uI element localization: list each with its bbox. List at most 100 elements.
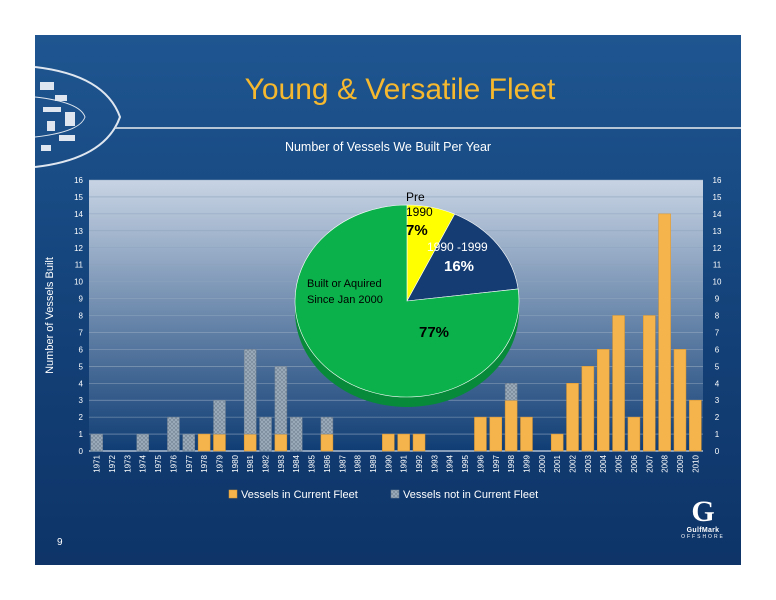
x-tick-label: 1992	[415, 454, 424, 472]
slide: Young & Versatile Fleet Number of Vessel…	[35, 35, 741, 565]
x-tick-label: 2009	[676, 454, 685, 472]
x-tick-label: 2010	[691, 454, 700, 472]
x-tick-label: 1978	[200, 454, 209, 472]
logo-mark: G	[691, 495, 715, 528]
bar-1976-series-1	[167, 416, 180, 452]
chart-title: Number of Vessels We Built Per Year	[284, 140, 492, 154]
y-tick-label-right: 8	[715, 312, 720, 321]
bar-2007-series-0	[643, 315, 656, 452]
x-tick-label: 1989	[369, 454, 378, 472]
y-tick-label-right: 11	[713, 261, 722, 270]
x-tick-label: 1983	[277, 454, 286, 472]
x-tick-label: 1985	[308, 454, 317, 472]
logo-text: GulfMark	[686, 527, 720, 534]
y-tick-label-right: 13	[713, 227, 722, 236]
x-tick-label: 1997	[492, 454, 501, 472]
x-tick-label: 2004	[599, 454, 608, 472]
x-tick-label: 1995	[461, 454, 470, 472]
legend-swatch-1	[390, 489, 400, 499]
x-tick-label: 2008	[661, 454, 670, 472]
x-tick-label: 1974	[139, 454, 148, 472]
bar-1984-series-1	[289, 416, 303, 452]
y-tick-label-right: 15	[713, 193, 722, 202]
x-tick-label: 1998	[507, 454, 516, 472]
bar-2010-series-0	[689, 399, 702, 452]
x-tick-label: 1976	[169, 454, 178, 472]
y-tick-label-right: 0	[715, 447, 720, 456]
y-tick-label-left: 14	[74, 210, 83, 219]
bar-1999-series-0	[520, 416, 533, 452]
y-tick-label-left: 8	[79, 312, 84, 321]
bar-1977-series-1	[182, 433, 196, 452]
logo-subtext: OFFSHORE	[681, 534, 725, 540]
y-tick-label-right: 10	[713, 278, 722, 287]
x-tick-label: 1999	[522, 454, 531, 472]
x-tick-label: 1972	[108, 454, 117, 472]
y-tick-label-left: 12	[74, 244, 83, 253]
y-tick-label-right: 5	[715, 362, 720, 371]
bar-1986-series-0	[320, 433, 334, 452]
bar-1971-series-1	[90, 433, 103, 452]
y-tick-label-left: 15	[74, 193, 83, 202]
slide-number: 9	[57, 537, 63, 548]
bar-1983-series-1	[274, 366, 288, 435]
x-tick-label: 2005	[615, 454, 624, 472]
y-tick-label-left: 5	[79, 362, 84, 371]
y-tick-label-right: 1	[715, 430, 720, 439]
bar-2001-series-0	[550, 433, 564, 452]
y-tick-label-left: 1	[79, 430, 84, 439]
x-tick-label: 2007	[645, 454, 654, 472]
y-tick-label-right: 14	[713, 210, 722, 219]
company-logo: G GulfMark OFFSHORE	[673, 495, 733, 541]
x-tick-label: 1986	[323, 454, 332, 472]
bar-1990-series-0	[382, 433, 395, 452]
y-tick-label-right: 4	[715, 379, 720, 388]
y-tick-label-right: 6	[715, 345, 720, 354]
x-tick-label: 1987	[338, 454, 347, 472]
x-tick-label: 1975	[154, 454, 163, 472]
x-tick-label: 2002	[569, 454, 578, 472]
x-tick-label: 2003	[584, 454, 593, 472]
bar-1986-series-1	[320, 416, 334, 435]
bar-1997-series-0	[489, 416, 503, 452]
x-tick-label: 2001	[553, 454, 562, 472]
y-tick-label-left: 0	[79, 447, 84, 456]
y-tick-label-right: 3	[715, 396, 720, 405]
y-tick-label-left: 6	[79, 345, 84, 354]
y-tick-label-right: 16	[713, 176, 722, 185]
y-tick-label-left: 2	[79, 413, 84, 422]
y-tick-label-left: 3	[79, 396, 84, 405]
x-tick-label: 1982	[262, 454, 271, 472]
legend: Vessels in Current Fleet Vessels not in C…	[228, 489, 538, 501]
y-tick-label-left: 11	[75, 261, 84, 270]
bar-1983-series-0	[274, 433, 288, 452]
y-axis-label: Number of Vessels Built	[44, 257, 56, 374]
y-tick-label-left: 16	[74, 176, 83, 185]
bar-2008-series-0	[658, 213, 671, 452]
x-tick-label: 1981	[246, 454, 255, 472]
x-tick-label: 2000	[538, 454, 547, 472]
bar-1978-series-0	[197, 433, 211, 452]
y-tick-label-left: 10	[74, 278, 83, 287]
x-tick-label: 1988	[354, 454, 363, 472]
x-tick-label: 1973	[123, 454, 132, 472]
bar-2004-series-0	[596, 349, 610, 452]
x-tick-label: 1979	[215, 454, 224, 472]
y-tick-label-left: 13	[74, 227, 83, 236]
y-tick-label-left: 9	[79, 295, 84, 304]
bar-2006-series-0	[627, 416, 641, 452]
bar-2003-series-0	[581, 366, 595, 452]
globe-logo-icon	[35, 66, 122, 168]
x-tick-label: 1994	[446, 454, 455, 472]
bar-1992-series-0	[412, 433, 426, 452]
bar-2009-series-0	[673, 349, 687, 452]
x-tick-label: 2006	[630, 454, 639, 472]
bar-1981-series-1	[243, 349, 257, 435]
y-tick-label-left: 4	[79, 379, 84, 388]
bar-1979-series-1	[213, 399, 226, 435]
slide-title: Young & Versatile Fleet	[244, 73, 556, 106]
legend-label-0: Vessels in Current Fleet	[241, 489, 358, 501]
bar-1998-series-1	[504, 383, 518, 401]
bar-1981-series-0	[243, 433, 257, 452]
